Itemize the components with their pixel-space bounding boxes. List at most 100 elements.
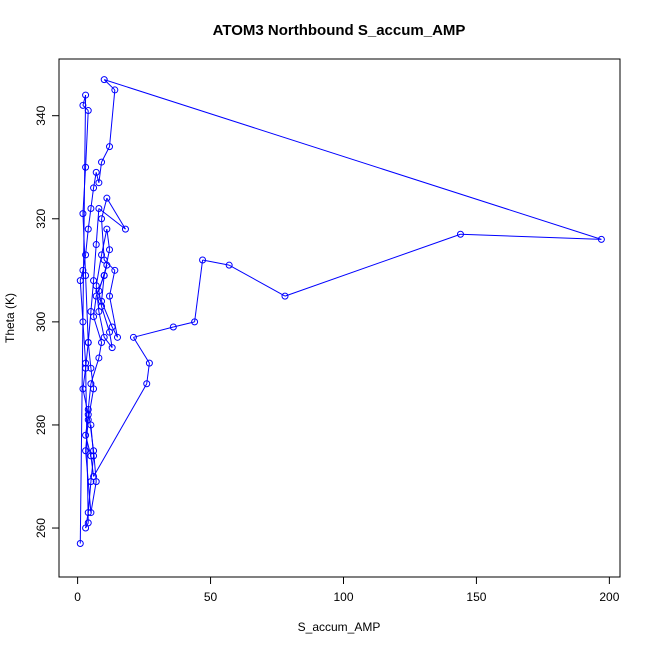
series-segment — [106, 197, 126, 230]
data-point — [87, 204, 95, 212]
series-segment — [109, 270, 116, 297]
series-segment — [93, 244, 97, 281]
data-point — [191, 318, 199, 326]
data-point — [129, 333, 137, 341]
series-segment — [82, 388, 89, 415]
data-point — [98, 158, 106, 166]
series-segment — [101, 198, 108, 219]
series-segment — [90, 455, 95, 482]
data-point — [84, 225, 92, 233]
data-point — [87, 478, 95, 486]
series-segment — [173, 321, 195, 328]
data-point — [95, 204, 103, 212]
data-point — [456, 230, 464, 238]
series-segment — [95, 254, 103, 286]
data-point — [103, 194, 111, 202]
data-point — [82, 359, 90, 367]
series-points — [76, 76, 605, 547]
data-point — [95, 354, 103, 362]
data-point — [106, 292, 114, 300]
data-point — [108, 344, 116, 352]
series-segment — [103, 79, 116, 91]
x-axis-label: S_accum_AMP — [298, 620, 381, 634]
data-point — [597, 235, 605, 243]
data-point — [87, 380, 95, 388]
series-segment — [93, 316, 103, 343]
data-point — [100, 256, 108, 264]
series-segment — [101, 306, 110, 333]
data-point — [100, 333, 108, 341]
series-segment — [95, 208, 100, 245]
series-segment — [85, 229, 89, 255]
y-axis: 260 280 300 320 340 — [34, 105, 60, 538]
series-segment — [109, 89, 116, 147]
data-point — [169, 323, 177, 331]
data-point — [84, 411, 92, 419]
chart-title: ATOM3 Northbound S_accum_AMP — [213, 22, 466, 39]
data-point — [199, 256, 207, 264]
data-point — [84, 338, 92, 346]
data-point — [79, 101, 87, 109]
series-segment — [101, 275, 105, 302]
data-point — [113, 333, 121, 341]
data-point — [84, 405, 92, 413]
series-segment — [133, 326, 174, 338]
data-point — [87, 421, 95, 429]
data-point — [79, 266, 87, 274]
data-point — [103, 225, 111, 233]
data-point — [87, 452, 95, 460]
data-point — [281, 292, 289, 300]
series-segment — [90, 357, 100, 384]
data-point — [111, 86, 119, 94]
data-point — [106, 143, 114, 151]
series-segment — [98, 208, 126, 230]
data-point — [108, 323, 116, 331]
data-point — [82, 163, 90, 171]
data-point — [145, 359, 153, 367]
series-segment — [85, 275, 89, 343]
series-segment — [90, 424, 95, 456]
series-segment — [79, 280, 84, 322]
series-segment — [460, 233, 602, 240]
data-point — [100, 271, 108, 279]
data-point — [87, 308, 95, 316]
data-point — [82, 431, 90, 439]
data-point — [106, 246, 114, 254]
data-point — [90, 184, 98, 192]
data-point — [111, 266, 119, 274]
data-point — [82, 447, 90, 455]
data-point — [143, 380, 151, 388]
data-point — [90, 277, 98, 285]
series-segment — [85, 110, 89, 168]
series-segment — [95, 172, 100, 183]
series-segment — [82, 94, 87, 106]
series-segment — [284, 233, 461, 297]
data-point — [95, 308, 103, 316]
series-segment — [133, 337, 150, 364]
series-segment — [82, 321, 87, 364]
series-lines — [79, 79, 602, 544]
series-segment — [93, 383, 148, 477]
y-tick-label: 280 — [34, 415, 48, 435]
series-segment — [87, 342, 92, 369]
x-tick-label: 100 — [333, 590, 353, 604]
data-point — [100, 76, 108, 84]
y-tick-label: 260 — [34, 518, 48, 538]
data-point — [82, 364, 90, 372]
series-segment — [101, 228, 108, 255]
data-point — [92, 241, 100, 249]
data-point — [121, 225, 129, 233]
data-point — [84, 107, 92, 115]
series-segment — [79, 270, 84, 281]
series-segment — [82, 167, 87, 214]
series-segment — [194, 259, 204, 322]
data-point — [82, 524, 90, 532]
data-point — [84, 509, 92, 517]
y-tick-label: 300 — [34, 312, 48, 332]
x-axis: 0 50 100 150 200 — [74, 576, 620, 604]
data-point — [225, 261, 233, 269]
x-tick-label: 200 — [599, 590, 619, 604]
x-tick-label: 150 — [466, 590, 486, 604]
series-segment — [202, 259, 230, 266]
